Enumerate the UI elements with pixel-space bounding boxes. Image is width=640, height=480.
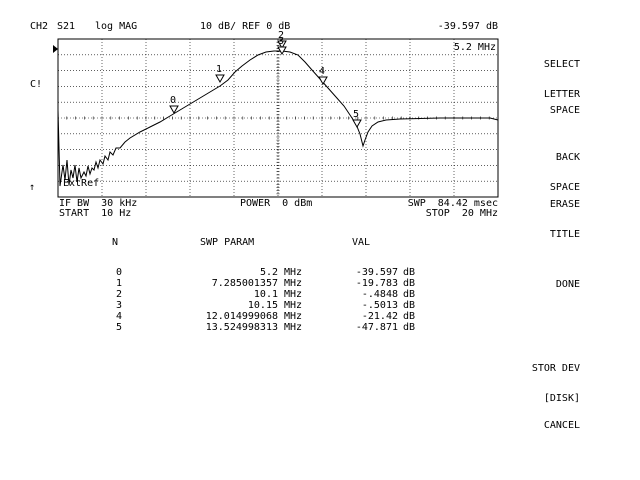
cell-val-unit: dB	[403, 267, 416, 278]
reference-level-indicator	[53, 45, 58, 53]
cell-swp: 10.15	[247, 300, 278, 311]
start-frequency-label: START 10 Hz	[59, 208, 132, 219]
cell-n: 0	[115, 267, 122, 278]
cell-val-unit: dB	[403, 278, 416, 289]
active-marker-value: -39.597 dB	[437, 21, 498, 32]
cell-val: -.4848	[361, 289, 398, 300]
marker-label-0: 0	[170, 95, 177, 106]
cell-n: 4	[115, 311, 122, 322]
softkey-back-space[interactable]: BACK SPACE	[470, 133, 580, 203]
softkey-erase-title[interactable]: ERASE TITLE	[470, 180, 580, 250]
marker-triangle-5	[352, 119, 362, 129]
cell-swp: 10.1	[253, 289, 278, 300]
softkey-label: ERASE	[549, 199, 580, 210]
softkey-label: [DISK]	[543, 393, 580, 404]
softkey-label: LETTER	[543, 89, 580, 100]
graticule	[57, 38, 499, 198]
reference-arrow-icon: ↑	[29, 182, 36, 193]
cell-swp-unit: MHz	[284, 322, 303, 333]
cell-val: -19.783	[355, 278, 398, 289]
softkey-label: SELECT	[543, 59, 580, 70]
softkey-space[interactable]: SPACE	[470, 86, 580, 126]
softkey-label: TITLE	[549, 229, 580, 240]
col-header-val: VAL	[352, 237, 371, 248]
cell-swp-unit: MHz	[284, 267, 303, 278]
cell-swp-unit: MHz	[284, 278, 303, 289]
cell-n: 1	[115, 278, 122, 289]
active-marker-frequency: 5.2 MHz	[453, 42, 496, 53]
softkey-label: SPACE	[549, 105, 580, 116]
channel-label: CH2	[30, 21, 49, 32]
marker-group	[169, 40, 362, 129]
parameter-label: S21	[57, 21, 76, 32]
marker-triangle-2	[277, 40, 287, 50]
col-header-n: N	[112, 237, 119, 248]
softkey-label: BACK	[555, 152, 580, 163]
calibration-indicator: C!	[30, 79, 43, 90]
s21-trace	[57, 50, 499, 187]
marker-triangle-1	[215, 74, 225, 84]
cell-swp-unit: MHz	[284, 311, 303, 322]
marker-label-2: 2	[278, 30, 285, 41]
marker-triangle-4	[318, 76, 328, 86]
cell-n: 2	[115, 289, 122, 300]
softkey-done[interactable]: DONE	[470, 260, 580, 300]
cell-swp: 7.285001357	[211, 278, 278, 289]
ext-ref-indicator: ExtRef	[63, 178, 100, 189]
if-bandwidth-label: IF BW 30 kHz	[59, 198, 138, 209]
softkey-label: CANCEL	[543, 420, 580, 431]
marker-triangle-0	[169, 105, 179, 115]
cell-val: -.5013	[361, 300, 398, 311]
cell-val: -21.42	[361, 311, 398, 322]
softkey-select-letter[interactable]: SELECT LETTER	[470, 40, 580, 110]
cell-swp: 5.2	[259, 267, 278, 278]
cell-val-unit: dB	[403, 322, 416, 333]
cell-swp: 12.014999068	[205, 311, 278, 322]
marker-triangle-3	[277, 46, 287, 56]
softkey-stor-dev[interactable]: STOR DEV [DISK]	[470, 344, 580, 414]
marker-label-1: 1	[216, 64, 223, 75]
cell-val-unit: dB	[403, 300, 416, 311]
cell-val: -47.871	[355, 322, 398, 333]
marker-label-3: 3	[278, 36, 285, 47]
marker-label-4: 4	[319, 66, 326, 77]
cell-val: -39.597	[355, 267, 398, 278]
stop-frequency-label: STOP 20 MHz	[425, 208, 498, 219]
softkey-label: DONE	[555, 279, 580, 290]
cell-swp-unit: MHz	[284, 300, 303, 311]
marker-label-5: 5	[353, 109, 360, 120]
softkey-cancel[interactable]: CANCEL	[470, 401, 580, 441]
softkey-label: STOR DEV	[531, 363, 580, 374]
cell-n: 5	[115, 322, 122, 333]
cell-val-unit: dB	[403, 311, 416, 322]
col-header-swp-param: SWP PARAM	[200, 237, 255, 248]
sweep-time-label: SWP 84.42 msec	[407, 198, 498, 209]
format-label: log MAG	[95, 21, 138, 32]
cell-swp-unit: MHz	[284, 289, 303, 300]
softkey-label: SPACE	[549, 182, 580, 193]
power-label: POWER 0 dBm	[240, 198, 313, 209]
cell-n: 3	[115, 300, 122, 311]
scale-label: 10 dB/ REF 0 dB	[200, 21, 291, 32]
cell-val-unit: dB	[403, 289, 416, 300]
cell-swp: 13.524998313	[205, 322, 278, 333]
